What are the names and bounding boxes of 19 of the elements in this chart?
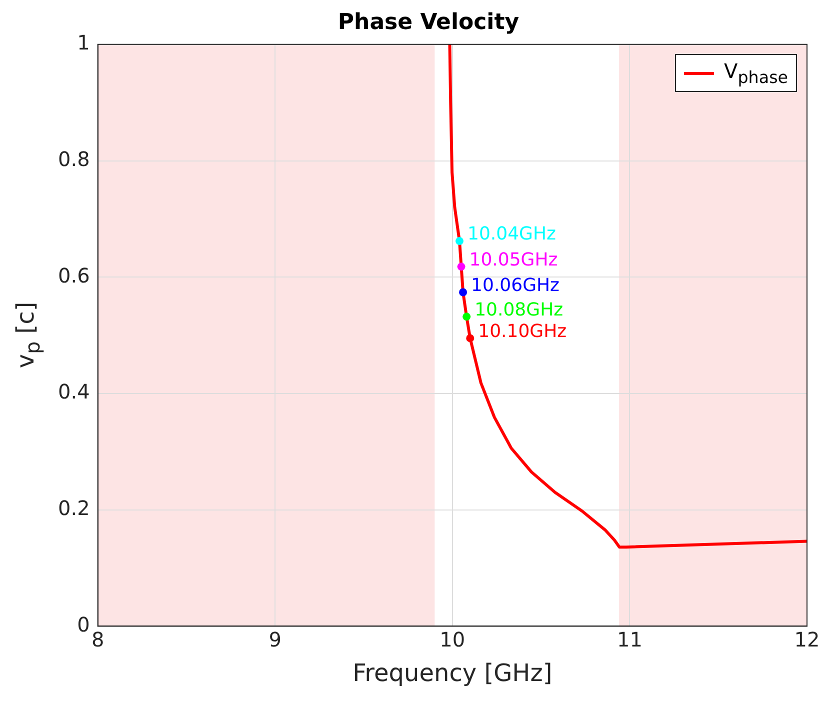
annotation: 10.10GHz (478, 320, 567, 342)
x-axis-title: Frequency [GHz] (352, 658, 552, 687)
x-tick-label: 8 (91, 627, 104, 652)
legend-label: V$_{phase}$ (724, 59, 788, 88)
y-tick-label: 1 (77, 30, 90, 55)
x-tick-label: 10 (440, 627, 466, 652)
chart-title: Phase Velocity (338, 10, 520, 35)
annotation: 10.05GHz (469, 249, 558, 270)
y-tick-label: 0.2 (58, 496, 90, 520)
y-tick-label: 0.6 (58, 263, 90, 288)
y-tick-label: 0 (77, 612, 90, 636)
annotation: 10.08GHz (474, 299, 564, 320)
annotation: 10.04GHz (467, 224, 556, 245)
y-tick-label: 0.4 (58, 380, 90, 404)
x-tick-label: 12 (794, 627, 820, 652)
y-tick-label: 0.8 (58, 146, 90, 171)
x-tick-label: 9 (268, 627, 282, 652)
annotation: 10.06GHz (471, 274, 560, 296)
x-tick-label: 11 (616, 627, 642, 652)
